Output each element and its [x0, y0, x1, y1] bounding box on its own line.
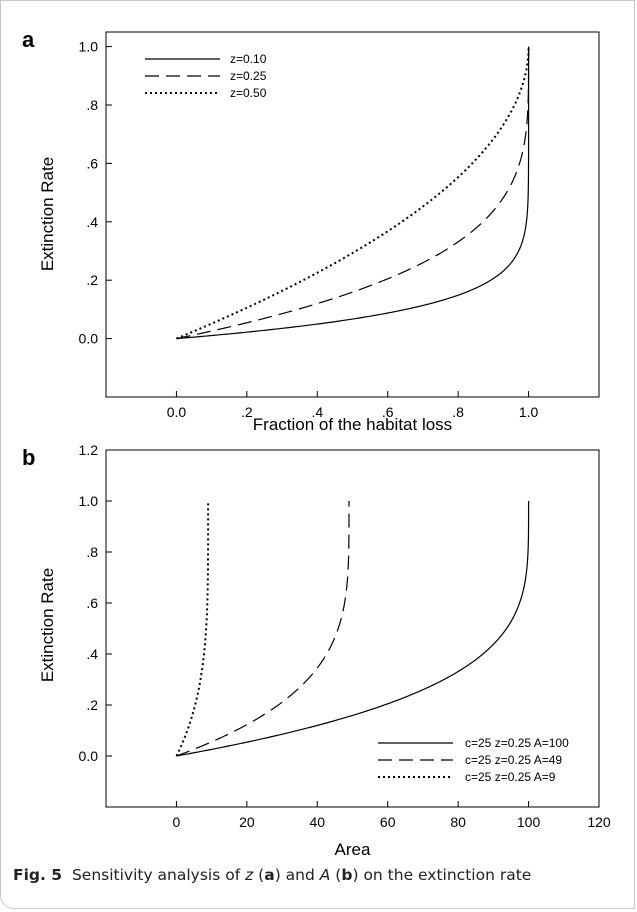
- panel-a-series-line-2: [176, 46, 530, 340]
- panel-a-series-line-1: [176, 46, 530, 340]
- panel-a-x-tick-label: .6: [382, 404, 394, 420]
- caption-var-a: A: [319, 866, 331, 884]
- panel-a-x-axis-label: Fraction of the habitat loss: [253, 415, 452, 434]
- panel-b-x-tick-label: 40: [309, 814, 325, 830]
- panel-a-chart: a 0.0.2.4.6.81.0 0.0.2.4.6.8 1.0 z=0.10z=…: [22, 27, 600, 434]
- panel-b-legend: c=25 z=0.25 A=100 c=25 z=0.25 A=49 c=25 z=…: [378, 736, 569, 784]
- panel-b-y-tick-label: 1.2: [79, 442, 99, 458]
- caption-var-z: z: [245, 866, 254, 884]
- caption-panel-a: a: [264, 866, 275, 884]
- panel-b-y-tick-label: 1.0: [79, 493, 99, 509]
- panel-a-y-tick-label: 1.0: [79, 39, 99, 55]
- panel-a-x-tick-label: 1.0: [519, 404, 539, 420]
- panel-a-x-tick-label: .8: [452, 404, 464, 420]
- caption-label: Fig. 5: [13, 866, 63, 884]
- panel-b-y-tick-label: .2: [86, 697, 98, 713]
- panel-b-label: b: [22, 445, 35, 470]
- panel-b-x-tick-label: 80: [450, 814, 466, 830]
- panel-a-y-tick-label: .2: [86, 272, 98, 288]
- panel-b-x-tick-label: 60: [380, 814, 396, 830]
- panel-b-y-tick-label: .8: [86, 544, 98, 560]
- panel-b-legend-label-2: c=25 z=0.25 A=49: [465, 753, 562, 767]
- panel-b-series-line-1: [176, 501, 530, 757]
- figure-caption: Fig. 5 Sensitivity analysis of z (a) and…: [13, 866, 531, 884]
- caption-panel-b: b: [341, 866, 353, 884]
- caption-text-3: ) and: [274, 866, 320, 884]
- panel-a-legend-label-2: z=0.25: [230, 69, 267, 83]
- panel-a-series: [176, 46, 530, 340]
- panel-a-plot-frame: [105, 31, 600, 398]
- panel-b-x-ticks: 0 20 40 60 80 100 120: [173, 801, 611, 830]
- panel-a-y-tick-label: .6: [86, 155, 98, 171]
- panel-b-x-tick-label: 20: [239, 814, 255, 830]
- panel-b-x-axis-label: Area: [335, 840, 371, 859]
- caption-text-1: Sensitivity analysis of: [71, 866, 246, 884]
- panel-b-legend-label-3: c=25 z=0.25 A=9: [465, 770, 556, 784]
- panel-b-legend-label-1: c=25 z=0.25 A=100: [465, 736, 569, 750]
- caption-text-5: ) on the extinction rate: [352, 866, 532, 884]
- panel-b-y-tick-label: .4: [86, 646, 98, 662]
- panel-a-y-axis-label: Extinction Rate: [38, 157, 57, 271]
- caption-text-4: (: [330, 866, 342, 884]
- panel-b-x-tick-label: 120: [587, 814, 611, 830]
- panel-b-y-ticks: 0.0 .2 .4 .6 .8 1.0 1.2: [79, 442, 112, 764]
- panel-b-x-tick-label: 0: [173, 814, 181, 830]
- panel-a-legend-label-3: z=0.50: [230, 86, 267, 100]
- panel-a-x-ticks: 0.0 .2 .4 .6 .8 1.0: [167, 391, 539, 420]
- panel-b-y-tick-label: .6: [86, 595, 98, 611]
- panel-a-legend-label-1: z=0.10: [230, 52, 267, 66]
- caption-text-2: (: [253, 866, 265, 884]
- panel-b-series-line-2: [176, 501, 350, 757]
- panel-b-y-tick-label: 0.0: [79, 748, 99, 764]
- panel-a-y-tick-label: 0.0: [79, 331, 99, 347]
- panel-b-plot-frame: [105, 449, 600, 808]
- panel-a-x-tick-label: .2: [241, 404, 253, 420]
- panel-a-y-tick-label: .4: [86, 214, 98, 230]
- panel-a-x-tick-label: .4: [311, 404, 323, 420]
- figure-charts: a 0.0.2.4.6.81.0 0.0.2.4.6.8 1.0 z=0.10z=…: [22, 27, 611, 859]
- panel-b-x-tick-label: 100: [517, 814, 541, 830]
- panel-a-y-ticks: 0.0 .2 .4 .6 .8 1.0: [79, 39, 112, 347]
- panel-a-label: a: [22, 27, 35, 52]
- panel-b-y-axis-label: Extinction Rate: [38, 568, 57, 682]
- panel-a-x-tick-label: 0.0: [167, 404, 187, 420]
- panel-b-chart: b 0.0 .2 .4 .6 .8 1.0 1.2 0 20 40 60 80 100 120 c=25…: [22, 442, 611, 859]
- panel-b-series-line-3: [175, 501, 210, 757]
- panel-a-legend: z=0.10 z=0.25 z=0.50: [145, 52, 267, 100]
- panel-b-series: [175, 501, 530, 757]
- panel-a-y-tick-label: .8: [86, 97, 98, 113]
